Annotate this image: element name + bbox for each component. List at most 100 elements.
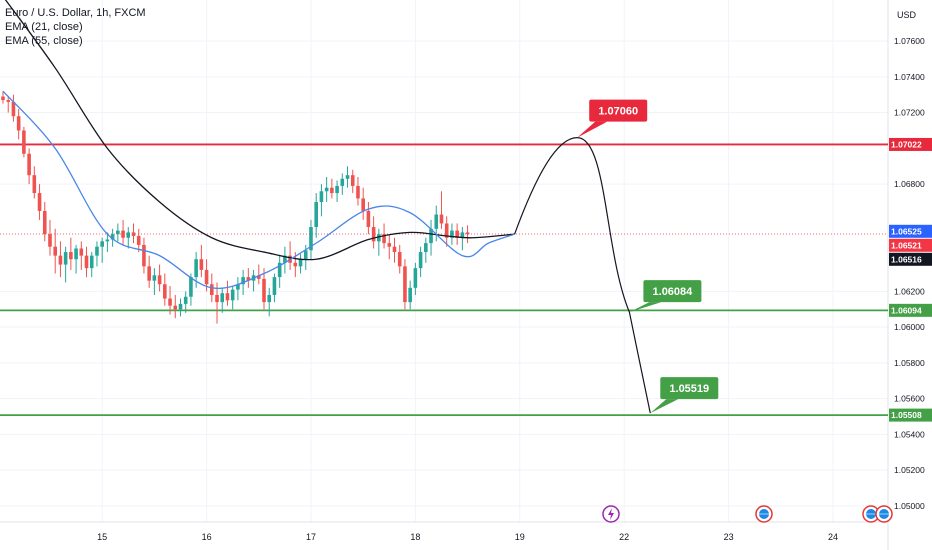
candle-up	[424, 243, 428, 253]
candle-up	[298, 259, 303, 267]
candle-up	[230, 289, 235, 301]
candle-down	[136, 235, 141, 245]
candle-down	[225, 293, 230, 301]
candle-up	[236, 284, 240, 290]
candle-down	[246, 277, 251, 281]
current-price-tag	[889, 224, 932, 238]
candle-up	[434, 214, 439, 229]
x-tick-label: 15	[97, 532, 107, 542]
candle-up	[105, 239, 110, 242]
candle-down	[1, 96, 5, 101]
candle-down	[157, 275, 162, 285]
projection-path[interactable]	[513, 137, 651, 414]
candle-down	[256, 275, 261, 279]
y-tick-label: 1.07200	[894, 108, 925, 118]
candle-down	[142, 244, 146, 267]
price-callout-text: 1.05519	[669, 383, 709, 395]
candle-up	[74, 248, 78, 260]
candle-up	[126, 232, 131, 238]
candle-up	[277, 262, 282, 278]
y-tick-label: 1.05400	[894, 429, 925, 439]
candle-down	[330, 187, 334, 194]
price-callout-text: 1.07060	[598, 106, 638, 118]
candle-down	[403, 266, 407, 303]
candle-up	[63, 252, 68, 265]
candle-down	[163, 284, 167, 299]
candle-up	[189, 277, 193, 297]
y-tick-label: 1.05600	[894, 394, 925, 404]
support-2-axis-tag	[889, 408, 932, 422]
x-tick-label: 17	[306, 532, 316, 542]
candle-up	[340, 178, 345, 186]
candle-down	[168, 298, 172, 306]
candle-down	[199, 259, 204, 270]
candle-down	[262, 278, 266, 303]
candle-down	[58, 255, 63, 265]
x-tick-label: 18	[410, 532, 420, 542]
price-callout[interactable]	[589, 99, 648, 122]
y-tick-label: 1.06200	[894, 286, 925, 296]
resistance-axis-tag	[889, 137, 932, 151]
candle-up	[194, 259, 198, 278]
candle-down	[215, 294, 219, 303]
callout-pointer	[577, 121, 608, 138]
y-tick-label: 1.05800	[894, 358, 925, 368]
candle-up	[418, 252, 423, 269]
current-price-tag-text: 1.06521	[891, 240, 922, 250]
current-price-tag	[889, 238, 932, 252]
currency-label[interactable]: USD	[897, 10, 917, 20]
candle-down	[361, 198, 365, 211]
candle-down	[455, 230, 459, 238]
y-tick-label: 1.07600	[894, 36, 925, 46]
candle-up	[178, 303, 183, 310]
candle-down	[22, 130, 26, 154]
price-callout[interactable]	[643, 280, 702, 303]
candle-up	[220, 293, 225, 303]
legend-symbol[interactable]: Euro / U.S. Dollar, 1h, FXCM	[5, 7, 146, 19]
lightning-icon	[608, 508, 614, 520]
candle-up	[450, 230, 454, 238]
candle-down	[366, 210, 371, 228]
candle-down	[42, 210, 47, 235]
candle-down	[16, 116, 21, 131]
legend-ema21[interactable]: EMA (21, close)	[5, 21, 83, 33]
y-tick-label: 1.07400	[894, 72, 925, 82]
resistance-axis-tag-text: 1.07022	[891, 139, 922, 149]
candle-up	[116, 230, 120, 235]
chart-legend: Euro / U.S. Dollar, 1h, FXCM EMA (21, cl…	[5, 6, 146, 48]
price-callout[interactable]	[660, 377, 719, 400]
candle-down	[210, 284, 214, 295]
candle-up	[324, 187, 329, 192]
candle-up	[283, 255, 287, 263]
candle-down	[84, 255, 89, 269]
ema21-line	[2, 90, 515, 290]
candle-down	[37, 193, 42, 211]
candle-down	[392, 246, 397, 253]
candle-up	[309, 227, 313, 251]
candle-up	[152, 275, 157, 281]
candle-down	[382, 234, 386, 244]
candle-up	[272, 277, 277, 295]
price-callout-text: 1.06084	[653, 286, 694, 298]
candle-down	[465, 232, 470, 235]
ema55-line	[4, 0, 515, 261]
candle-up	[100, 241, 104, 247]
candle-down	[350, 175, 355, 186]
candle-down	[444, 223, 449, 238]
candle-down	[147, 266, 151, 281]
candle-up	[319, 191, 324, 203]
candle-down	[387, 243, 392, 247]
candle-down	[53, 246, 57, 256]
candle-down	[439, 214, 444, 224]
x-tick-label: 24	[828, 532, 838, 542]
current-price-tag-text: 1.06516	[891, 254, 922, 264]
y-tick-label: 1.05200	[894, 465, 925, 475]
legend-ema55[interactable]: EMA (55, close)	[5, 35, 83, 47]
candle-down	[121, 230, 125, 238]
candle-up	[241, 277, 245, 285]
x-tick-label: 19	[515, 532, 525, 542]
candle-down	[69, 252, 73, 260]
callout-pointer	[629, 302, 662, 313]
